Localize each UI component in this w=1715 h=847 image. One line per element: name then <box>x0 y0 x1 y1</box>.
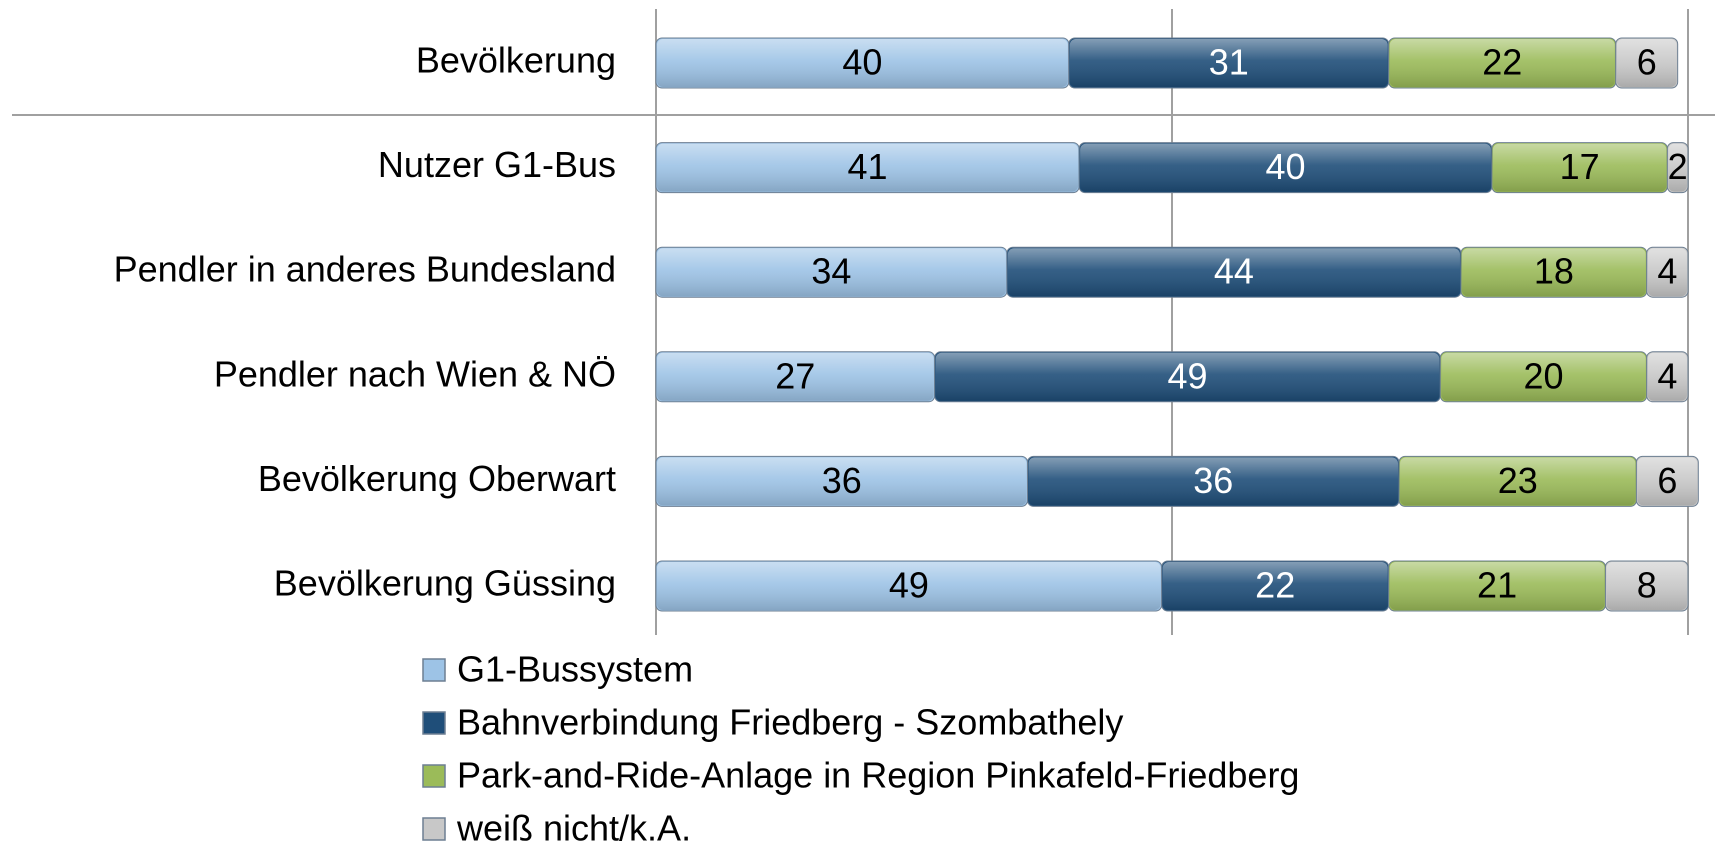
legend-swatch <box>422 711 446 735</box>
data-label: 17 <box>1560 146 1600 187</box>
bar-gloss <box>657 457 1027 506</box>
bar-gloss <box>1389 562 1605 610</box>
bar-gloss <box>1461 248 1646 297</box>
legend-swatch <box>422 658 446 682</box>
data-label: 21 <box>1477 565 1517 606</box>
bar-gloss <box>1162 562 1388 610</box>
data-label: 23 <box>1498 460 1538 501</box>
data-label: 4 <box>1657 355 1677 396</box>
bar-gloss <box>935 352 1440 401</box>
y-tick-label: Bevölkerung <box>416 40 616 81</box>
data-label: 34 <box>811 251 851 292</box>
data-label: 20 <box>1523 355 1563 396</box>
data-label: 41 <box>848 146 888 187</box>
data-label: 49 <box>1167 355 1207 396</box>
bar-gloss <box>657 562 1161 610</box>
data-label: 36 <box>822 460 862 501</box>
data-label: 49 <box>889 565 929 606</box>
legend-swatch <box>422 764 446 788</box>
data-label: 40 <box>1265 146 1305 187</box>
bar-gloss <box>1606 562 1687 610</box>
data-label: 6 <box>1637 42 1657 83</box>
data-label: 31 <box>1209 42 1249 83</box>
y-tick-label: Nutzer G1-Bus <box>378 144 616 185</box>
bar-gloss <box>1492 143 1667 192</box>
legend-label: weiß nicht/k.A. <box>456 808 691 847</box>
bar-gloss <box>1637 457 1698 506</box>
data-label: 8 <box>1637 565 1657 606</box>
bar-gloss <box>657 143 1079 192</box>
bar-gloss <box>1616 39 1677 87</box>
bar-gloss <box>1069 39 1388 87</box>
y-tick-label: Bevölkerung Güssing <box>274 563 616 604</box>
bar-gloss <box>1007 248 1460 297</box>
bar-gloss <box>1028 457 1399 506</box>
bar-gloss <box>1441 352 1646 401</box>
data-label: 22 <box>1255 565 1295 606</box>
bar-gloss <box>1668 143 1687 192</box>
data-label: 40 <box>842 42 882 83</box>
y-tick-label: Pendler in anderes Bundesland <box>114 249 616 290</box>
data-label: 22 <box>1482 42 1522 83</box>
bar-gloss <box>1400 457 1636 506</box>
data-label: 4 <box>1657 251 1677 292</box>
data-label: 6 <box>1657 460 1677 501</box>
legend-swatch <box>422 817 446 841</box>
data-label: 44 <box>1214 251 1254 292</box>
data-label: 2 <box>1668 146 1688 187</box>
y-tick-label: Bevölkerung Oberwart <box>258 458 616 499</box>
bar-gloss <box>1647 248 1687 297</box>
y-tick-label: Pendler nach Wien & NÖ <box>214 353 616 394</box>
bar-gloss <box>657 352 934 401</box>
legend-label: Park-and-Ride-Anlage in Region Pinkafeld… <box>457 755 1299 796</box>
bar-gloss <box>657 39 1068 87</box>
legend-label: Bahnverbindung Friedberg - Szombathely <box>457 702 1123 743</box>
data-label: 18 <box>1534 251 1574 292</box>
bar-gloss <box>1080 143 1491 192</box>
data-label: 36 <box>1193 460 1233 501</box>
bar-gloss <box>1389 39 1615 87</box>
bar-gloss <box>1647 352 1687 401</box>
legend-label: G1-Bussystem <box>457 649 693 690</box>
bar-gloss <box>657 248 1006 297</box>
data-label: 27 <box>775 355 815 396</box>
